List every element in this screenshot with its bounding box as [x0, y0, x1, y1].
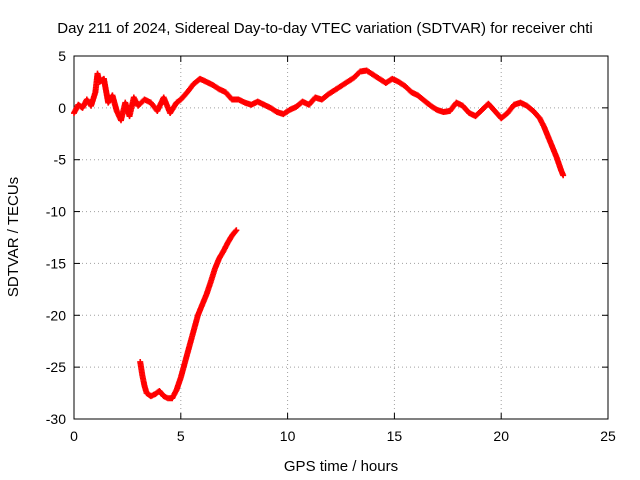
x-tick-label: 25 — [600, 428, 616, 444]
y-tick-label: 5 — [58, 48, 66, 64]
x-tick-label: 0 — [70, 428, 78, 444]
x-tick-label: 10 — [280, 428, 296, 444]
x-tick-label: 15 — [387, 428, 403, 444]
data-point — [232, 228, 239, 235]
y-tick-label: 0 — [58, 100, 66, 116]
axis-ticks: 50-5-10-15-20-25-300 5 10 15 20 25 — [46, 48, 616, 444]
y-axis-label: SDTVAR / TECUs — [5, 177, 22, 297]
y-tick-label: -30 — [46, 411, 66, 427]
y-tick-label: -5 — [54, 152, 67, 168]
y-tick-label: -10 — [46, 204, 66, 220]
x-tick-label: 5 — [177, 428, 185, 444]
data-point — [233, 227, 240, 234]
series-main — [71, 67, 567, 179]
series-lower-track — [137, 227, 240, 402]
x-axis-label: GPS time / hours — [284, 458, 398, 475]
y-tick-label: -20 — [46, 307, 66, 323]
y-tick-label: -15 — [46, 255, 66, 271]
data-points — [71, 67, 567, 402]
x-tick-label: 20 — [493, 428, 509, 444]
data-point — [560, 172, 567, 179]
y-tick-label: -25 — [46, 359, 66, 375]
plot-frame — [73, 55, 609, 420]
chart-title: Day 211 of 2024, Sidereal Day-to-day VTE… — [57, 20, 593, 37]
